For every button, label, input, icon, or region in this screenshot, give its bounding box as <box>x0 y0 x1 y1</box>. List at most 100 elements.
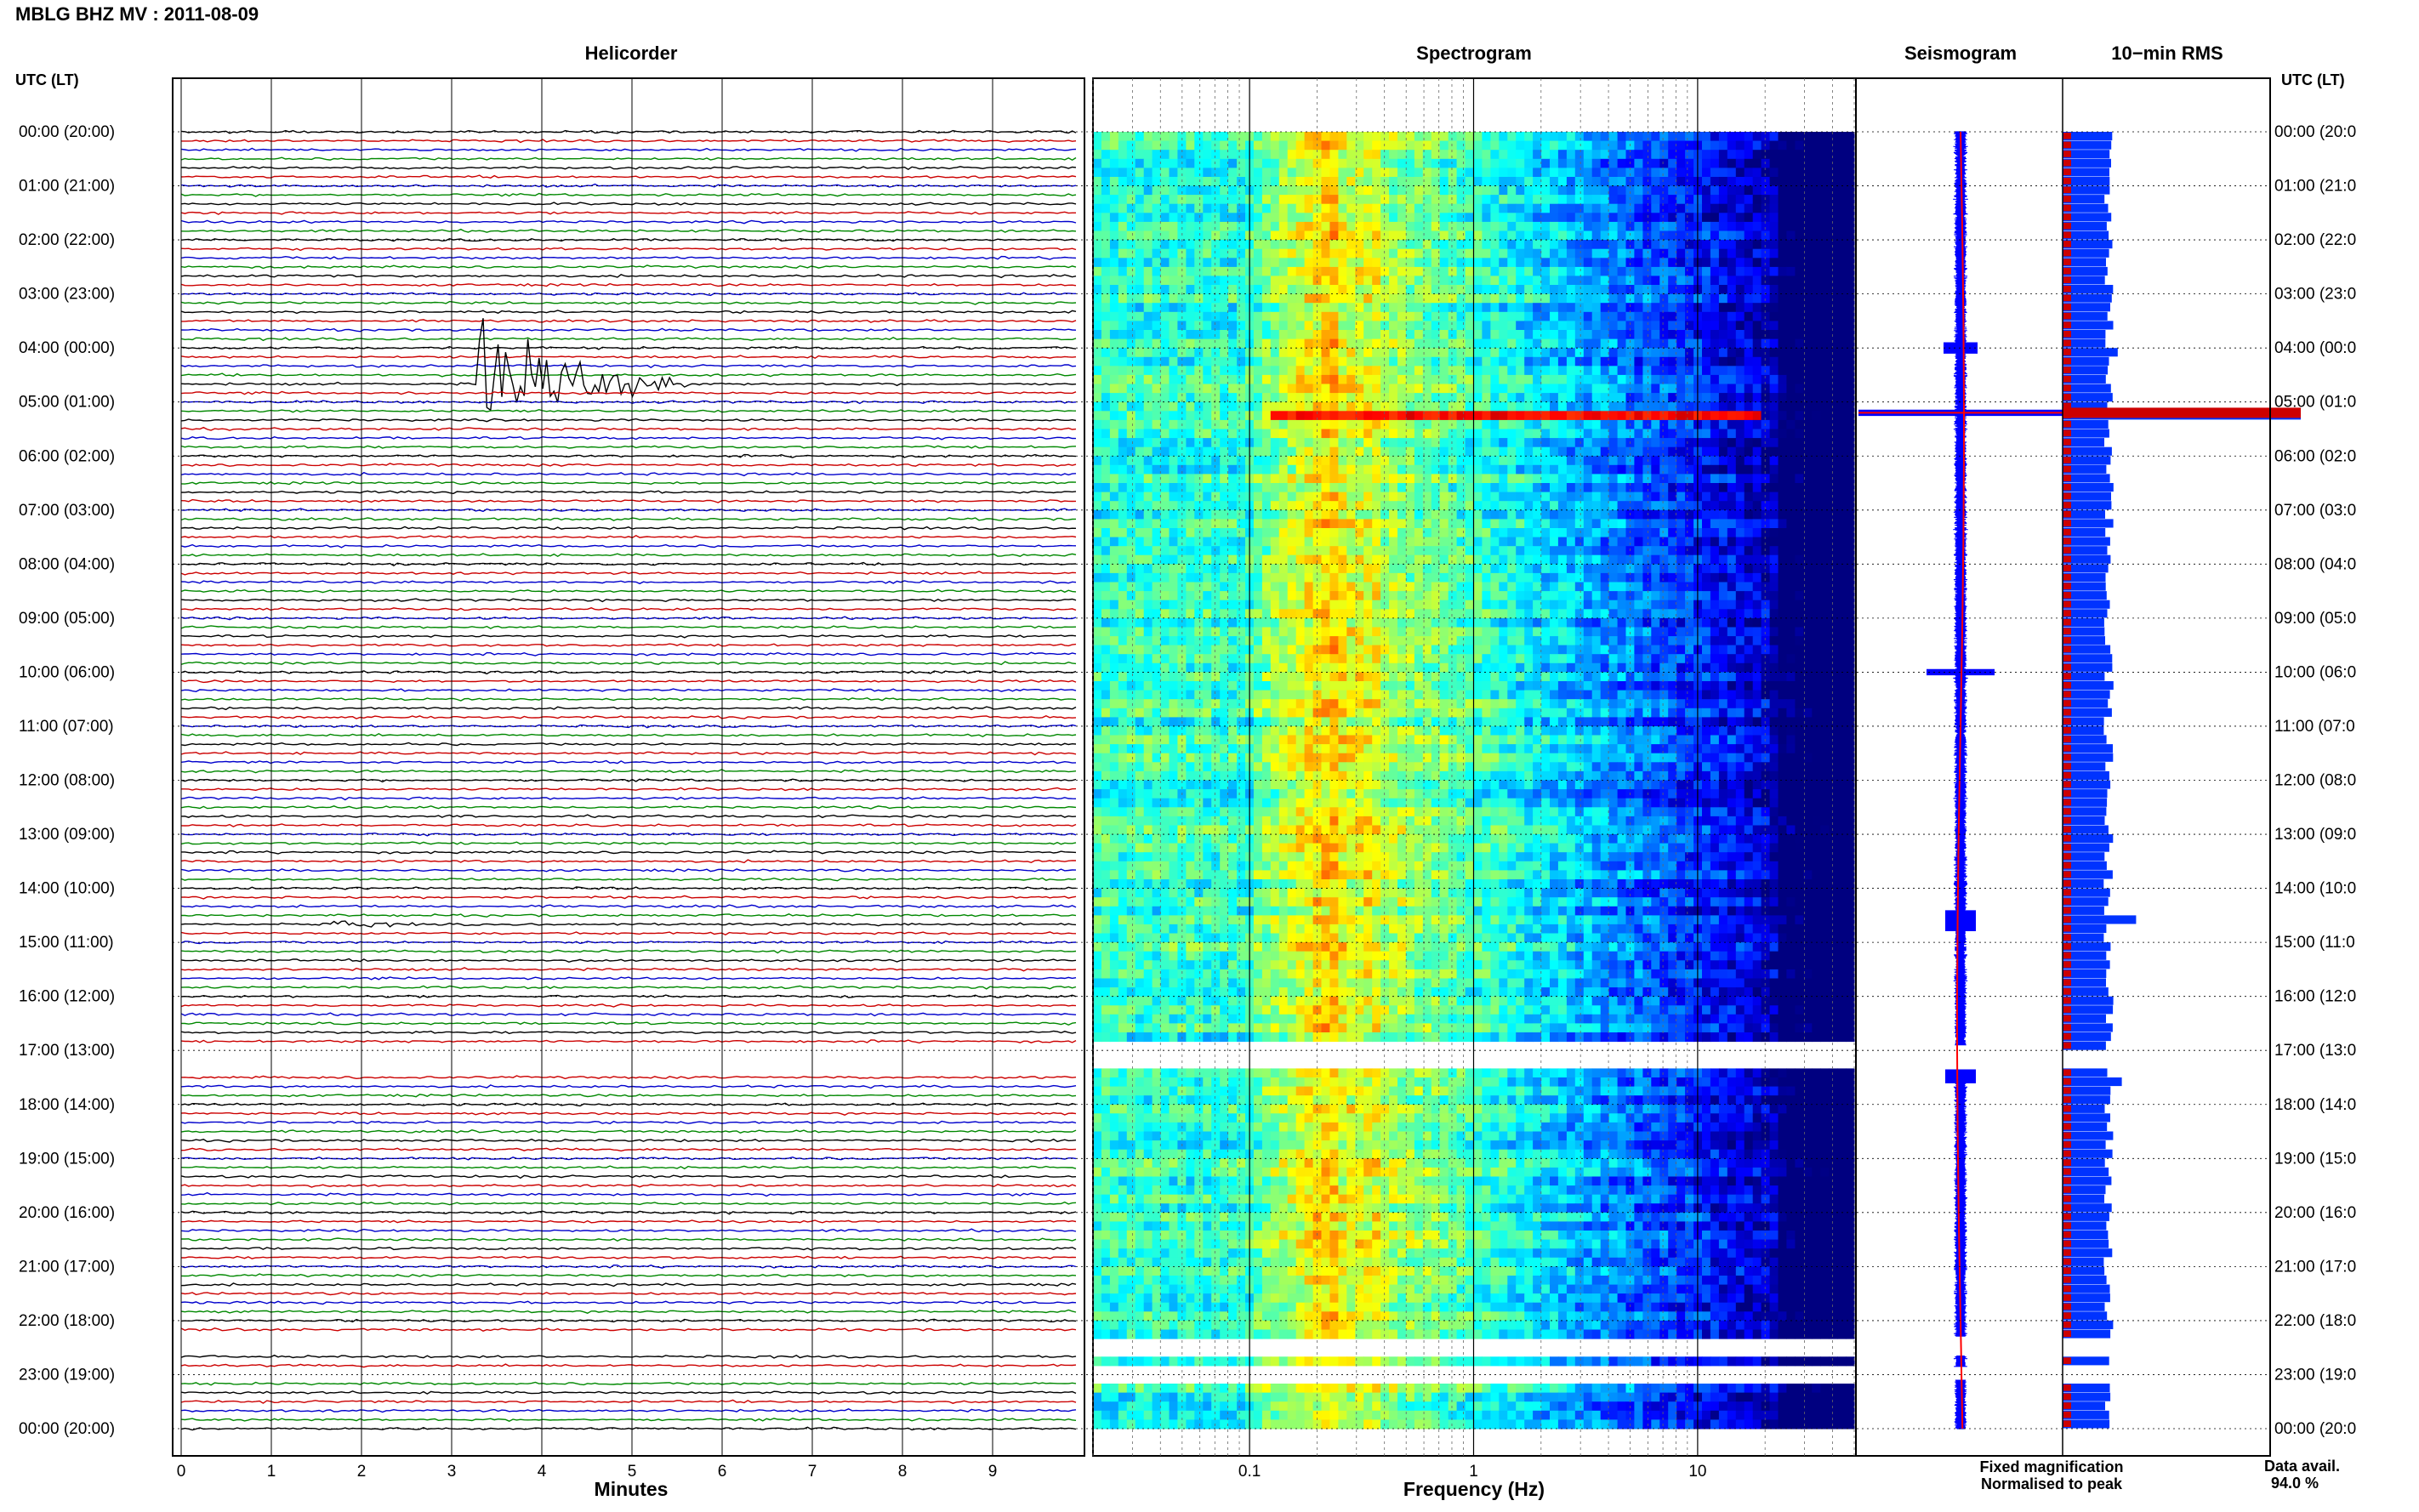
spectrogram-cell <box>1237 401 1246 412</box>
spectrogram-cell <box>1278 528 1289 538</box>
spectrogram-cell <box>1752 185 1762 196</box>
spectrogram-cell <box>1304 446 1314 457</box>
spectrogram-cell <box>1346 446 1356 457</box>
spectrogram-cell <box>1380 384 1390 394</box>
spectrogram-cell <box>1795 537 1804 547</box>
spectrogram-cell <box>1591 366 1602 376</box>
spectrogram-cell <box>1177 600 1187 610</box>
spectrogram-cell <box>1270 591 1280 601</box>
spectrogram-cell <box>1473 276 1483 286</box>
spectrogram-cell <box>1253 230 1263 241</box>
spectrogram-cell <box>1837 258 1847 268</box>
spectrogram-cell <box>1550 519 1559 529</box>
spectrogram-cell <box>1321 293 1330 304</box>
spectrogram-cell <box>1312 132 1323 142</box>
spectrogram-cell <box>1490 554 1500 565</box>
spectrogram-cell <box>1414 348 1424 358</box>
spectrogram-cell <box>1735 311 1745 321</box>
spectrogram-cell <box>1186 195 1195 205</box>
spectrogram-cell <box>1389 582 1398 592</box>
spectrogram-cell <box>1287 609 1297 619</box>
spectrogram-cell <box>1769 401 1779 412</box>
spectrogram-cell <box>1203 393 1212 403</box>
spectrogram-cell <box>1608 140 1619 151</box>
spectrogram-cell <box>1557 564 1568 574</box>
spectrogram-cell <box>1634 546 1643 556</box>
spectrogram-cell <box>1422 195 1432 205</box>
spectrogram-cell <box>1769 132 1779 142</box>
spectrogram-cell <box>1710 429 1720 439</box>
spectrogram-cell <box>1439 132 1449 142</box>
spectrogram-cell <box>1355 438 1364 448</box>
spectrogram-cell <box>1177 411 1187 421</box>
spectrogram-cell <box>1820 492 1830 502</box>
spectrogram-cell <box>1186 411 1195 421</box>
spectrogram-cell <box>1769 348 1779 358</box>
spectrogram-cell <box>1312 501 1323 511</box>
spectrogram-cell <box>1211 311 1221 321</box>
spectrogram-cell <box>1583 140 1593 151</box>
spectrogram-cell <box>1566 258 1576 268</box>
spectrogram-cell <box>1143 393 1153 403</box>
spectrogram-cell <box>1295 393 1306 403</box>
spectrogram-cell <box>1752 501 1762 511</box>
spectrogram-cell <box>1778 258 1787 268</box>
spectrogram-cell <box>1237 546 1246 556</box>
spectrogram-cell <box>1591 140 1602 151</box>
spectrogram-cell <box>1389 546 1398 556</box>
spectrogram-cell <box>1431 258 1441 268</box>
spectrogram-cell <box>1634 221 1643 231</box>
spectrogram-cell <box>1837 572 1847 583</box>
spectrogram-cell <box>1465 177 1475 187</box>
spectrogram-cell <box>1431 177 1441 187</box>
spectrogram-cell <box>1566 582 1576 592</box>
spectrogram-cell <box>1524 591 1534 601</box>
spectrogram-cell <box>1752 474 1762 484</box>
spectrogram-cell <box>1634 537 1643 547</box>
spectrogram-cell <box>1304 321 1314 331</box>
spectrogram-cell <box>1329 311 1339 321</box>
spectrogram-cell <box>1846 492 1855 502</box>
spectrogram-cell <box>1710 285 1720 295</box>
spectrogram-cell <box>1220 609 1229 619</box>
spectrogram-cell <box>1608 528 1619 538</box>
spectrogram-cell <box>1160 446 1170 457</box>
spectrogram-cell <box>1152 609 1162 619</box>
spectrogram-cell <box>1261 411 1272 421</box>
spectrogram-cell <box>1237 168 1246 178</box>
spectrogram-cell <box>1186 356 1195 367</box>
spectrogram-cell <box>1507 168 1517 178</box>
spectrogram-cell <box>1490 600 1500 610</box>
spectrogram-cell <box>1355 528 1364 538</box>
spectrogram-cell <box>1482 554 1491 565</box>
spectrogram-cell <box>1346 177 1356 187</box>
spectrogram-cell <box>1270 321 1280 331</box>
spectrogram-cell <box>1761 384 1771 394</box>
spectrogram-cell <box>1414 419 1424 429</box>
spectrogram-cell <box>1203 554 1212 565</box>
spectrogram-cell <box>1617 600 1627 610</box>
spectrogram-cell <box>1541 546 1551 556</box>
spectrogram-cell <box>1346 356 1356 367</box>
spectrogram-cell <box>1786 177 1796 187</box>
spectrogram-cell <box>1228 393 1238 403</box>
spectrogram-cell <box>1431 140 1441 151</box>
spectrogram-cell <box>1812 338 1821 349</box>
spectrogram-cell <box>1160 330 1170 340</box>
spectrogram-cell <box>1211 627 1221 637</box>
spectrogram-cell <box>1829 185 1838 196</box>
spectrogram-cell <box>1473 303 1483 313</box>
spectrogram-cell <box>1211 266 1221 276</box>
spectrogram-cell <box>1414 356 1424 367</box>
spectrogram-cell <box>1135 203 1145 213</box>
spectrogram-cell <box>1566 311 1576 321</box>
spectrogram-cell <box>1118 321 1128 331</box>
spectrogram-cell <box>1295 401 1306 412</box>
spectrogram-cell <box>1126 177 1136 187</box>
spectrogram-cell <box>1211 240 1221 250</box>
spectrogram-cell <box>1338 311 1347 321</box>
spectrogram-cell <box>1109 140 1119 151</box>
spectrogram-cell <box>1668 419 1677 429</box>
spectrogram-cell <box>1194 528 1204 538</box>
spectrogram-cell <box>1668 384 1677 394</box>
